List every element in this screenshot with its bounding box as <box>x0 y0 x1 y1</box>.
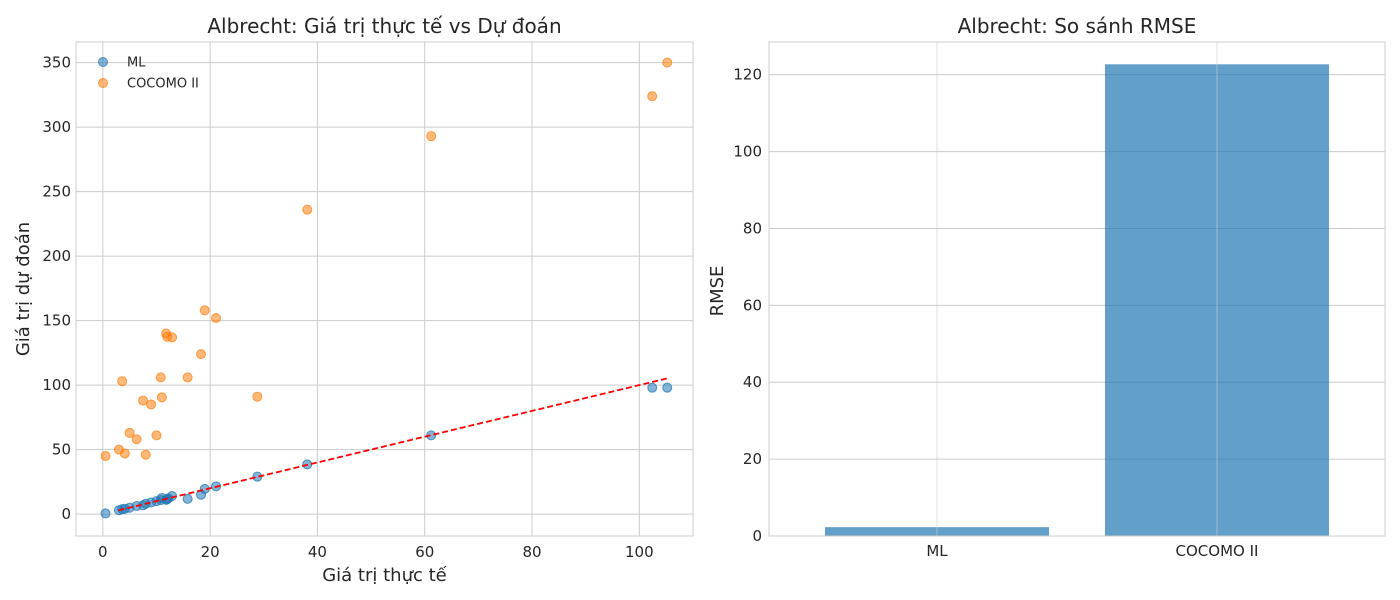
scatter-x-tick-label: 80 <box>522 543 541 561</box>
legend-label: COCOMO II <box>127 77 199 92</box>
scatter-point <box>155 372 166 383</box>
scatter-x-axis-label: Giá trị thực tế <box>322 565 447 586</box>
bar-x-tick-label: COCOMO II <box>1176 542 1259 560</box>
scatter-point <box>100 451 111 462</box>
bar-vertical-gridlines <box>936 42 1218 536</box>
bar-plot-area <box>825 64 1329 537</box>
scatter-y-tick-label: 0 <box>61 505 71 523</box>
bar-tick-labels: 0 20 40 60 80 100 120 ML COCOMO II <box>733 66 1258 560</box>
bar-y-tick-label: 120 <box>733 66 762 84</box>
scatter-point <box>140 449 151 460</box>
scatter-point <box>302 204 313 215</box>
scatter-y-tick-label: 50 <box>52 441 71 459</box>
scatter-point <box>146 399 157 410</box>
scatter-point <box>100 508 111 519</box>
scatter-point <box>252 391 263 402</box>
scatter-point <box>117 376 128 387</box>
scatter-x-tick-label: 20 <box>201 543 220 561</box>
scatter-y-tick-label: 200 <box>42 247 71 265</box>
scatter-point <box>647 91 658 102</box>
scatter-point <box>662 57 673 68</box>
scatter-x-tick-label: 100 <box>625 543 654 561</box>
scatter-point <box>426 131 437 142</box>
scatter-point <box>131 434 142 445</box>
scatter-point <box>124 427 135 438</box>
scatter-legend: ML COCOMO II <box>98 56 199 92</box>
legend-marker <box>98 57 108 67</box>
scatter-gridlines <box>76 42 693 536</box>
scatter-title: Albrecht: Giá trị thực tế vs Dự đoán <box>207 14 561 38</box>
bar-y-axis-label: RMSE <box>707 266 728 317</box>
scatter-series-ml <box>100 382 673 519</box>
reference-line <box>118 377 668 512</box>
bar-y-tick-label: 0 <box>752 527 762 545</box>
scatter-plot-area <box>100 57 673 519</box>
bar-chart: 0 20 40 60 80 100 120 ML COCOMO II Albrecht: So … <box>707 14 1386 560</box>
legend-label: ML <box>127 56 146 71</box>
scatter-y-tick-label: 150 <box>42 312 71 330</box>
scatter-series-cocomo <box>100 57 673 462</box>
scatter-point <box>138 395 149 406</box>
bar-title: Albrecht: So sánh RMSE <box>958 14 1197 38</box>
scatter-plot-frame <box>75 41 694 537</box>
scatter-chart: 0 20 40 60 80 100 0 50 100 150 200 250 300 350 Albrec… <box>13 14 694 586</box>
bar-x-tick-label: ML <box>926 542 948 560</box>
scatter-y-axis-label: Giá trị dự đoán <box>13 222 34 356</box>
bar-y-tick-label: 100 <box>733 143 762 161</box>
bar-y-tick-label: 20 <box>743 450 762 468</box>
scatter-point <box>182 493 193 504</box>
scatter-point <box>211 313 222 324</box>
scatter-x-tick-label: 60 <box>415 543 434 561</box>
scatter-point <box>199 305 210 316</box>
bar-y-tick-label: 40 <box>743 373 762 391</box>
scatter-point <box>119 448 130 459</box>
scatter-point <box>196 349 207 360</box>
bar-plot-frame <box>768 41 1386 537</box>
scatter-point <box>167 332 178 343</box>
scatter-point <box>662 382 673 393</box>
scatter-y-tick-label: 100 <box>42 376 71 394</box>
scatter-y-tick-label: 250 <box>42 183 71 201</box>
scatter-point <box>182 372 193 383</box>
scatter-point <box>156 392 167 403</box>
scatter-y-tick-label: 300 <box>42 118 71 136</box>
scatter-point <box>647 382 658 393</box>
legend-marker <box>98 78 108 88</box>
scatter-y-tick-label: 350 <box>42 54 71 72</box>
bar-y-tick-label: 60 <box>743 296 762 314</box>
bar-y-tick-label: 80 <box>743 219 762 237</box>
scatter-x-tick-label: 0 <box>98 543 108 561</box>
scatter-x-tick-label: 40 <box>308 543 327 561</box>
scatter-tick-labels: 0 20 40 60 80 100 0 50 100 150 200 250 300 350 <box>42 54 653 561</box>
scatter-point <box>151 430 162 441</box>
